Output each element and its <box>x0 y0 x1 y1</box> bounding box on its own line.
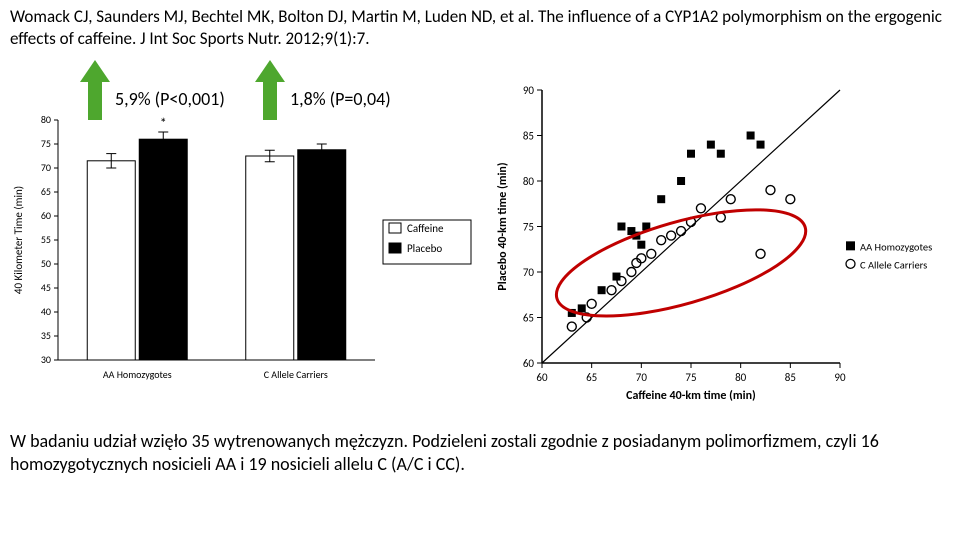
svg-text:70: 70 <box>636 371 648 384</box>
svg-text:75: 75 <box>41 137 51 150</box>
svg-text:Caffeine: Caffeine <box>407 222 444 235</box>
svg-text:C Allele Carriers: C Allele Carriers <box>860 258 927 271</box>
svg-text:30: 30 <box>41 353 51 366</box>
svg-text:75: 75 <box>523 221 534 234</box>
svg-text:Placebo 40-km time (min): Placebo 40-km time (min) <box>496 162 510 290</box>
svg-text:35: 35 <box>41 329 51 342</box>
citation-text: Womack CJ, Saunders MJ, Bechtel MK, Bolt… <box>10 6 950 50</box>
svg-text:90: 90 <box>834 371 846 384</box>
scatter-chart: 60 65 70 75 80 85 90 60 65 70 75 80 85 90 Caffeine 40-… <box>490 80 950 405</box>
svg-text:60: 60 <box>536 371 548 384</box>
svg-text:75: 75 <box>685 371 696 384</box>
svg-text:AA Homozygotes: AA Homozygotes <box>860 240 932 253</box>
svg-text:50: 50 <box>41 257 51 270</box>
svg-text:*: * <box>160 115 167 132</box>
svg-text:40 Kilometer Time (min): 40 Kilometer Time (min) <box>12 186 25 294</box>
svg-text:85: 85 <box>785 371 796 384</box>
svg-text:70: 70 <box>523 266 535 279</box>
svg-text:45: 45 <box>41 281 51 294</box>
svg-text:55: 55 <box>41 233 51 246</box>
svg-text:70: 70 <box>41 161 51 174</box>
bottom-paragraph: W badaniu udział wzięło 35 wytrenowanych… <box>10 430 955 477</box>
svg-text:90: 90 <box>523 84 535 97</box>
svg-text:65: 65 <box>41 185 51 198</box>
svg-text:65: 65 <box>523 312 534 325</box>
svg-text:80: 80 <box>523 175 535 188</box>
bar-chart: 40 Kilometer Time (min) 30 35 40 45 50 55 60 65 7… <box>10 100 480 390</box>
svg-text:60: 60 <box>41 209 51 222</box>
svg-text:40: 40 <box>41 305 51 318</box>
svg-text:Placebo: Placebo <box>407 242 442 255</box>
slide-root: Womack CJ, Saunders MJ, Bechtel MK, Bolt… <box>0 0 960 537</box>
svg-text:80: 80 <box>41 113 51 126</box>
svg-text:Caffeine 40-km time (min): Caffeine 40-km time (min) <box>626 389 756 403</box>
svg-text:C Allele Carriers: C Allele Carriers <box>264 368 328 381</box>
svg-text:AA Homozygotes: AA Homozygotes <box>103 368 172 381</box>
svg-text:80: 80 <box>735 371 747 384</box>
svg-text:60: 60 <box>523 357 535 370</box>
svg-text:85: 85 <box>523 130 534 143</box>
svg-text:65: 65 <box>586 371 597 384</box>
